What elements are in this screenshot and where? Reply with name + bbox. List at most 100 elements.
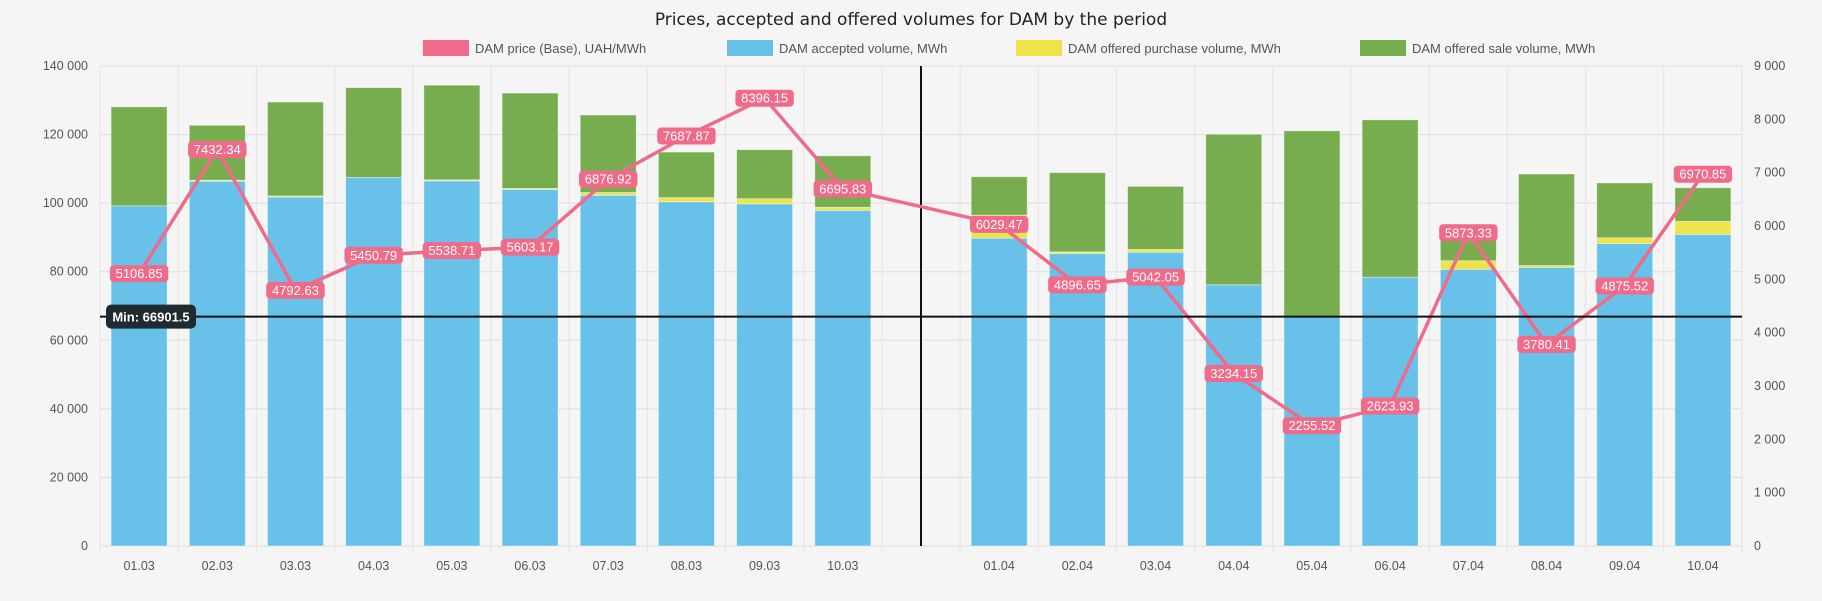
bar-accepted-volume[interactable] (1127, 251, 1184, 547)
price-data-label: 5042.05 (1132, 270, 1179, 285)
price-data-label-box (500, 238, 560, 256)
bar-offered-purchase-volume[interactable] (736, 198, 794, 205)
bar-accepted-volume[interactable] (345, 177, 403, 547)
y-right-tick-label: 8 000 (1754, 112, 1785, 126)
bar-offered-purchase-volume[interactable] (1674, 220, 1732, 235)
bar-offered-sale-volume[interactable] (423, 84, 481, 181)
price-data-label: 3234.15 (1210, 366, 1257, 381)
bar-offered-sale-volume[interactable] (1205, 133, 1263, 286)
bar-offered-purchase-volume[interactable] (814, 206, 872, 211)
price-data-label-box (266, 281, 325, 299)
bar-offered-purchase-volume[interactable] (1127, 249, 1184, 253)
price-data-label-box (109, 265, 169, 283)
y-right-tick-label: 5 000 (1754, 272, 1785, 286)
price-data-label-box (657, 127, 716, 145)
price-data-label: 7432.34 (194, 142, 241, 157)
x-tick-label: 01.03 (123, 559, 154, 573)
x-tick-label: 05.04 (1296, 559, 1327, 573)
bar-accepted-volume[interactable] (1205, 284, 1263, 547)
price-data-label-box (1126, 268, 1185, 286)
bar-accepted-volume[interactable] (1674, 233, 1732, 547)
bar-accepted-volume[interactable] (267, 196, 324, 547)
legend-swatch (1016, 40, 1062, 56)
axes: 0 20 000 40 000 60 000 80 000 100 000 120 000 1… (43, 59, 1786, 573)
bar-accepted-volume[interactable] (110, 205, 168, 547)
bar-offered-purchase-volume[interactable] (1596, 237, 1654, 244)
bar-accepted-volume[interactable] (1439, 268, 1497, 547)
bar-offered-sale-volume[interactable] (1596, 182, 1654, 239)
y-left-tick-label: 100 000 (43, 196, 88, 210)
bar-offered-sale-volume[interactable] (1674, 187, 1732, 222)
price-data-label-box (422, 242, 482, 260)
bar-offered-sale-volume[interactable] (970, 176, 1028, 216)
price-data-label: 2623.93 (1367, 399, 1414, 414)
price-data-label-box (579, 170, 638, 188)
bar-accepted-volume[interactable] (970, 237, 1028, 547)
x-tick-label: 06.04 (1375, 559, 1406, 573)
y-left-tick-label: 120 000 (43, 128, 88, 142)
bar-offered-sale-volume[interactable] (501, 92, 559, 189)
price-data-label: 2255.52 (1288, 418, 1335, 433)
bar-offered-sale-volume[interactable] (1048, 172, 1106, 253)
x-tick-label: 07.03 (593, 559, 624, 573)
legend-label: DAM accepted volume, MWh (779, 41, 947, 56)
x-tick-label: 05.03 (436, 559, 467, 573)
x-tick-label: 02.04 (1062, 559, 1093, 573)
price-data-label: 8396.15 (741, 91, 788, 106)
legend-label: DAM offered sale volume, MWh (1412, 41, 1595, 56)
bar-accepted-volume[interactable] (814, 209, 872, 547)
y-right-tick-label: 2 000 (1754, 432, 1785, 446)
price-data-label: 4896.65 (1054, 277, 1101, 292)
x-tick-label: 08.03 (671, 559, 702, 573)
price-data-label-box (1673, 165, 1733, 183)
bar-offered-sale-volume[interactable] (736, 149, 794, 200)
bar-offered-sale-volume[interactable] (1283, 130, 1341, 318)
bar-accepted-volume[interactable] (423, 180, 481, 547)
bar-accepted-volume[interactable] (188, 180, 246, 547)
min-line-group: Min: 66901.5 (100, 304, 1742, 329)
price-data-label: 6029.47 (976, 217, 1023, 232)
bar-accepted-volume[interactable] (1048, 253, 1106, 547)
price-data-label-box (813, 180, 873, 198)
bar-offered-sale-volume[interactable] (110, 106, 168, 207)
price-data-label: 5538.71 (428, 243, 475, 258)
legend-swatch (1360, 40, 1406, 56)
legend-label: DAM offered purchase volume, MWh (1068, 41, 1281, 56)
price-data-label-box (1204, 365, 1263, 383)
price-data-label-box (1439, 224, 1498, 242)
price-data-label: 4792.63 (272, 283, 319, 298)
bar-offered-purchase-volume[interactable] (658, 197, 715, 203)
x-tick-label: 07.04 (1453, 559, 1484, 573)
price-data-label: 5603.17 (507, 240, 554, 255)
bar-offered-sale-volume[interactable] (1127, 185, 1184, 250)
bar-offered-sale-volume[interactable] (658, 151, 715, 199)
price-data-label: 3780.41 (1523, 337, 1570, 352)
bar-accepted-volume[interactable] (736, 203, 794, 547)
bar-offered-sale-volume[interactable] (267, 101, 324, 197)
x-tick-label: 03.04 (1140, 559, 1171, 573)
price-data-label: 6876.92 (585, 172, 632, 187)
bar-offered-sale-volume[interactable] (345, 87, 403, 178)
bar-accepted-volume[interactable] (579, 194, 637, 547)
price-data-label: 7687.87 (663, 128, 710, 143)
legend: DAM price (Base), UAH/MWh DAM accepted vo… (423, 40, 1595, 56)
y-right-tick-label: 9 000 (1754, 59, 1785, 73)
x-tick-label: 02.03 (202, 559, 233, 573)
x-tick-label: 06.03 (514, 559, 545, 573)
x-tick-label: 04.03 (358, 559, 389, 573)
price-data-label-box (344, 246, 403, 264)
y-right-tick-label: 3 000 (1754, 379, 1785, 393)
y-right-tick-label: 6 000 (1754, 219, 1785, 233)
bar-accepted-volume[interactable] (1518, 266, 1575, 547)
price-data-label: 4875.52 (1601, 278, 1648, 293)
bar-offered-sale-volume[interactable] (1361, 119, 1419, 278)
price-data-label-box (1048, 276, 1107, 294)
price-line-group: 5106.85 7432.34 4792.63 5450.79 5538.71 5603.… (109, 89, 1733, 435)
bar-offered-sale-volume[interactable] (1518, 173, 1575, 266)
bar-accepted-volume[interactable] (658, 201, 715, 547)
x-tick-label: 10.03 (827, 559, 858, 573)
price-data-label-box (1360, 397, 1420, 415)
y-left-tick-label: 0 (81, 539, 88, 553)
price-data-label: 6695.83 (819, 181, 866, 196)
